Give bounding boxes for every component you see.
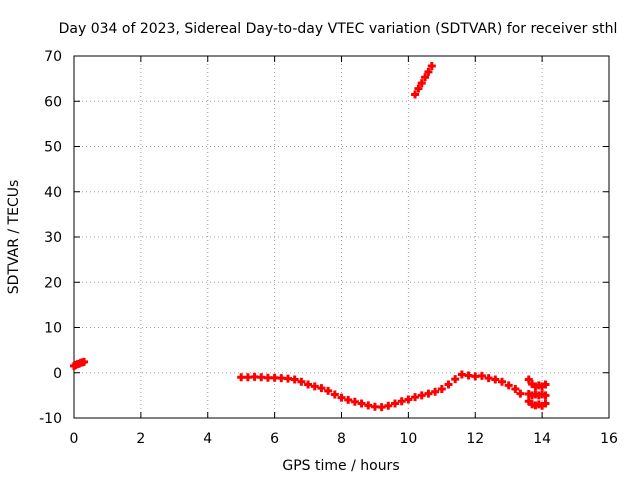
x-axis-label: GPS time / hours — [282, 458, 399, 474]
data-point — [424, 389, 433, 398]
data-point — [411, 90, 420, 99]
data-point — [391, 399, 399, 408]
y-tick-label: 60 — [44, 94, 62, 110]
data-point — [250, 372, 259, 381]
data-point — [541, 391, 550, 400]
data-point — [397, 397, 406, 406]
y-tick-label: 10 — [44, 321, 62, 337]
data-point — [344, 395, 353, 404]
data-point — [457, 370, 466, 379]
data-point — [350, 397, 359, 406]
data-series — [70, 61, 550, 412]
data-point — [421, 73, 430, 82]
data-point — [471, 372, 480, 381]
y-tick-label: 0 — [53, 366, 62, 382]
data-point — [297, 377, 306, 386]
data-point — [414, 84, 423, 93]
x-tick-label: 16 — [600, 431, 618, 447]
data-point — [257, 373, 266, 382]
data-point — [516, 389, 525, 398]
data-point — [243, 373, 252, 382]
data-point — [290, 375, 299, 384]
data-point — [404, 395, 413, 404]
axis-ticks: 0 2 4 6 8 10 12 14 16 -10 0 10 20 30 40 50 60 70 — [39, 49, 618, 447]
data-point — [317, 384, 326, 393]
data-point — [484, 374, 493, 383]
data-point — [524, 375, 533, 384]
data-point — [377, 403, 386, 412]
data-point — [464, 371, 473, 380]
x-tick-label: 12 — [466, 431, 484, 447]
y-tick-label: -10 — [39, 411, 62, 427]
data-point — [364, 401, 373, 410]
data-point — [304, 380, 313, 389]
data-point — [270, 373, 279, 382]
y-axis-label: SDTVAR / TECUs — [6, 180, 22, 295]
data-point — [417, 79, 426, 88]
y-tick-label: 20 — [44, 275, 62, 291]
data-point — [370, 402, 379, 411]
x-tick-label: 14 — [533, 431, 551, 447]
data-point — [541, 380, 550, 389]
x-tick-label: 2 — [136, 431, 145, 447]
y-tick-label: 50 — [44, 140, 62, 156]
x-tick-label: 4 — [203, 431, 212, 447]
data-point — [411, 393, 420, 402]
data-point — [330, 390, 339, 399]
data-point — [437, 385, 446, 394]
data-point — [284, 374, 292, 383]
x-tick-label: 8 — [337, 431, 346, 447]
data-point — [263, 373, 272, 382]
data-point — [491, 375, 500, 384]
data-point — [511, 385, 520, 394]
data-point — [324, 386, 333, 395]
data-point — [477, 371, 486, 380]
x-tick-label: 6 — [270, 431, 279, 447]
data-point — [277, 374, 286, 383]
data-point — [237, 373, 246, 382]
data-point — [357, 399, 366, 408]
data-point — [444, 380, 453, 389]
data-point — [384, 401, 393, 410]
chart-title: Day 034 of 2023, Sidereal Day-to-day VTE… — [59, 21, 618, 37]
data-point — [424, 67, 433, 76]
data-point — [80, 357, 89, 366]
data-point — [310, 382, 319, 391]
data-point — [417, 391, 426, 400]
data-point — [427, 61, 436, 70]
x-tick-label: 10 — [399, 431, 417, 447]
grid — [74, 56, 609, 418]
y-tick-label: 40 — [44, 185, 62, 201]
data-point — [504, 381, 513, 390]
data-point — [431, 387, 440, 396]
data-point — [541, 399, 550, 408]
data-point — [498, 377, 506, 386]
y-tick-label: 30 — [44, 230, 62, 246]
data-point — [337, 393, 346, 402]
data-point — [451, 375, 460, 384]
x-tick-label: 0 — [70, 431, 79, 447]
y-tick-label: 70 — [44, 49, 62, 65]
